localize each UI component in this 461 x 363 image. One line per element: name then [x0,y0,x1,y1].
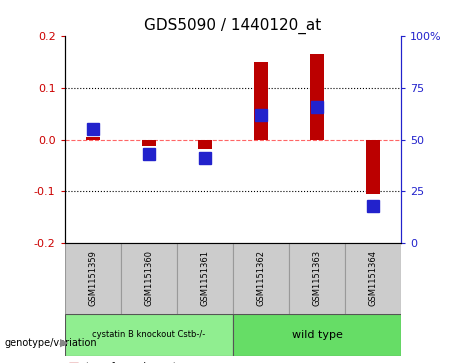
Bar [345,243,401,314]
Text: genotype/variation: genotype/variation [5,338,97,348]
Bar [233,243,289,314]
Text: GSM1151364: GSM1151364 [368,250,378,306]
Bar [233,314,401,356]
Bar [142,139,156,146]
Text: GSM1151363: GSM1151363 [313,250,321,306]
Text: cystatin B knockout Cstb-/-: cystatin B knockout Cstb-/- [92,330,205,339]
Text: wild type: wild type [291,330,343,340]
Text: GSM1151359: GSM1151359 [88,250,97,306]
Bar [65,243,121,314]
Bar [86,137,100,139]
Text: GSM1151362: GSM1151362 [256,250,266,306]
Text: ▶: ▶ [60,338,68,348]
Title: GDS5090 / 1440120_at: GDS5090 / 1440120_at [144,17,321,33]
Bar [310,54,324,139]
Bar [177,243,233,314]
Bar [121,243,177,314]
Bar [254,62,268,139]
Text: GSM1151361: GSM1151361 [200,250,209,306]
Bar [366,139,380,194]
Text: GSM1151360: GSM1151360 [144,250,153,306]
Legend: transformed count, percentile rank within the sample: transformed count, percentile rank withi… [70,362,251,363]
Bar [65,314,233,356]
Bar [198,139,212,149]
Bar [289,243,345,314]
